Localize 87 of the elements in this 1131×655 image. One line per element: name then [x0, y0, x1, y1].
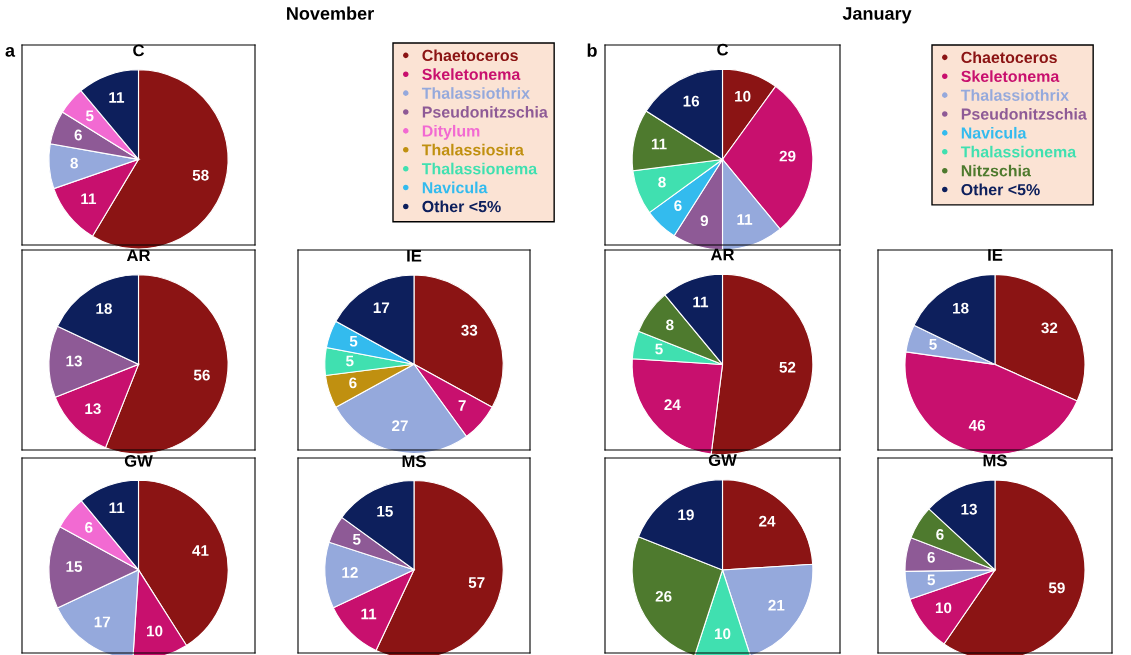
data-label: 52 [779, 361, 796, 373]
data-label: 13 [961, 503, 977, 515]
legend-label: Nitzschia [961, 164, 1031, 177]
legend-label: Skeletonema [422, 68, 521, 80]
data-label: 5 [927, 574, 936, 586]
data-label: 6 [85, 521, 93, 533]
data-label: 27 [392, 420, 408, 431]
data-label: 32 [1041, 322, 1058, 334]
data-label: 17 [94, 616, 111, 628]
text: b [587, 43, 597, 57]
chart-title: C [717, 43, 729, 56]
legend-label: Thalassiothrix [960, 89, 1069, 101]
data-label: 15 [377, 505, 393, 517]
data-label: 8 [658, 176, 666, 188]
data-label: 13 [85, 403, 101, 415]
data-label: 5 [346, 355, 354, 367]
legend-label: Navicula [961, 126, 1027, 139]
data-label: 15 [66, 561, 83, 572]
legend-label: Pseudonitzschia [422, 106, 548, 118]
chart-title: MS [402, 455, 426, 468]
chart-title: GW [708, 454, 737, 466]
legend-label: Other <5% [422, 200, 501, 213]
data-label: 5 [929, 338, 937, 350]
data-label: 6 [74, 129, 82, 141]
data-label: 11 [109, 92, 125, 103]
data-label: 26 [655, 590, 672, 602]
chart-title: AR [126, 249, 151, 262]
chart-title: IE [407, 250, 422, 262]
data-label: 11 [693, 296, 709, 308]
legend-label: Thalassiothrix [421, 87, 530, 99]
legend-label: Thalassionema [421, 162, 538, 175]
data-label: 11 [361, 608, 377, 620]
data-label: 56 [193, 369, 210, 381]
data-label: 5 [349, 335, 358, 347]
data-label: 11 [81, 193, 97, 204]
legend-label: Chaetoceros [961, 51, 1057, 64]
text: a [5, 46, 16, 57]
data-label: 41 [192, 545, 209, 556]
data-label: 17 [373, 302, 390, 313]
data-label: 8 [666, 319, 674, 331]
legend-label: Thalassiosira [421, 143, 524, 156]
legend-label: Thalassionema [960, 145, 1077, 158]
data-label: 19 [678, 509, 694, 521]
data-label: 57 [468, 577, 485, 588]
data-label: 10 [735, 90, 751, 102]
data-label: 5 [85, 110, 94, 122]
chart-title: AR [710, 248, 735, 261]
text: November [287, 6, 374, 20]
data-label: 12 [342, 567, 358, 578]
legend-label: Ditylum [422, 124, 480, 140]
legend-label: Chaetoceros [422, 49, 518, 62]
data-label: 6 [674, 200, 682, 211]
chart-title: GW [124, 454, 153, 467]
data-label: 24 [664, 399, 681, 410]
data-label: 11 [737, 214, 753, 225]
data-label: 58 [192, 169, 209, 181]
legend-label: Other <5% [961, 183, 1040, 196]
data-label: 10 [147, 625, 163, 637]
chart-title: IE [988, 249, 1003, 261]
data-label: 6 [349, 377, 357, 389]
data-label: 10 [714, 628, 731, 640]
data-label: 18 [953, 302, 969, 314]
data-label: 18 [96, 303, 112, 314]
chart-title: C [133, 44, 145, 57]
chart-title: MS [983, 454, 1007, 467]
data-label: 46 [968, 419, 986, 431]
data-label: 6 [927, 551, 935, 563]
data-label: 11 [109, 502, 125, 514]
data-label: 10 [935, 602, 952, 614]
data-label: 13 [66, 355, 82, 367]
data-label: 7 [458, 400, 466, 411]
data-label: 5 [655, 343, 663, 355]
data-label: 6 [936, 529, 944, 540]
data-label: 29 [779, 150, 796, 162]
data-label: 16 [683, 95, 700, 107]
data-label: 9 [700, 215, 709, 227]
data-label: 59 [1048, 582, 1065, 594]
text: January [842, 7, 912, 24]
data-label: 33 [461, 324, 478, 336]
data-label: 8 [70, 157, 78, 169]
legend-label: Pseudonitzschia [961, 108, 1087, 120]
data-label: 11 [651, 138, 667, 150]
legend-label: Skeletonema [961, 70, 1060, 82]
data-label: 5 [352, 534, 361, 545]
legend-label: Navicula [422, 181, 488, 194]
data-label: 21 [768, 599, 785, 611]
data-label: 24 [759, 515, 776, 527]
